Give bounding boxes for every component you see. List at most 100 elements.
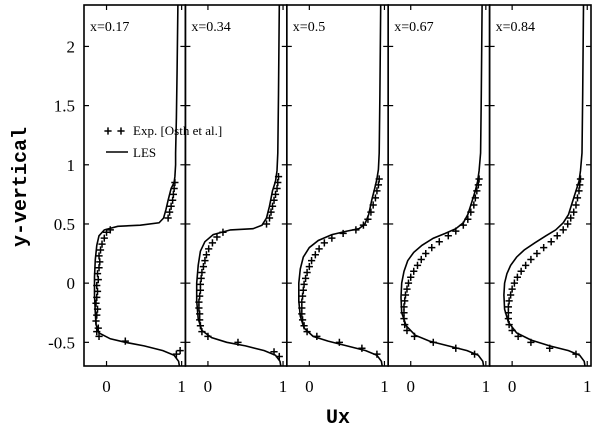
exp-marker <box>164 214 172 222</box>
exp-marker <box>93 281 101 290</box>
exp-marker <box>106 226 114 234</box>
x-tick-label: 0 <box>102 377 111 396</box>
exp-marker <box>505 297 513 305</box>
exp-marker <box>102 228 111 236</box>
panel-frame <box>184 4 288 367</box>
panel-frames <box>83 4 592 367</box>
exp-marker <box>464 215 472 223</box>
x-tick-label: 0 <box>204 377 213 396</box>
exp-marker <box>470 350 479 358</box>
exp-marker <box>564 220 572 228</box>
panel-label: x=0.5 <box>293 20 325 35</box>
exp-marker <box>92 299 100 307</box>
x-tick-label: 1 <box>583 377 592 396</box>
exp-marker <box>473 187 481 195</box>
exp-marker <box>422 249 430 258</box>
exp-marker <box>505 320 513 329</box>
exp-marker <box>270 196 278 204</box>
exp-marker <box>546 344 554 352</box>
les-line <box>400 4 485 367</box>
exp-marker <box>403 285 411 293</box>
exp-marker <box>504 303 512 311</box>
legend: Exp. [Osth et al.] LES <box>104 123 222 160</box>
exp-marker <box>508 326 516 335</box>
exp-marker <box>428 244 436 252</box>
exp-marker <box>533 249 541 258</box>
exp-marker <box>93 287 102 296</box>
exp-marker <box>470 201 478 209</box>
exp-marker <box>96 246 105 254</box>
exp-marker <box>270 348 278 356</box>
exp-marker <box>202 251 211 259</box>
exp-marker <box>196 310 204 318</box>
exp-marker <box>369 201 377 209</box>
exp-marker <box>413 261 422 269</box>
exp-marker <box>375 175 383 183</box>
exp-marker <box>262 220 271 228</box>
x-tick-label: 1 <box>279 377 288 396</box>
exp-marker <box>208 239 217 247</box>
panel-label: x=0.34 <box>191 20 230 35</box>
exp-marker <box>407 273 415 281</box>
x-tick-label: 0 <box>305 377 314 396</box>
y-tick-label: 0 <box>67 274 76 293</box>
exp-marker <box>467 208 475 216</box>
y-axis-title: y-vertical <box>10 127 33 247</box>
exp-marker <box>271 190 280 198</box>
exp-marker <box>517 267 525 275</box>
exp-marker <box>540 244 548 252</box>
les-line <box>195 4 282 367</box>
panel-frame <box>83 4 187 367</box>
les-line <box>298 4 383 367</box>
exp-marker <box>219 228 227 236</box>
exp-marker <box>274 178 282 187</box>
exp-marker <box>403 326 411 335</box>
exp-marker <box>167 202 175 210</box>
exp-marker <box>93 311 101 319</box>
exp-marker <box>320 239 328 247</box>
exp-marker <box>93 293 101 301</box>
exp-marker <box>417 255 425 264</box>
exp-marker <box>198 328 206 336</box>
exp-marker <box>367 208 375 216</box>
exp-marker <box>93 305 102 313</box>
exp-marker <box>169 196 177 204</box>
x-tick-label: 0 <box>508 377 517 396</box>
exp-marker <box>305 262 313 271</box>
exp-marker <box>404 279 413 287</box>
exp-marker <box>410 332 419 341</box>
exp-marker <box>205 245 213 253</box>
exp-marker <box>265 214 274 222</box>
exp-marker <box>96 258 104 266</box>
exp-marker <box>93 328 101 336</box>
exp-marker <box>547 238 555 246</box>
exp-marker <box>459 221 467 229</box>
exp-marker <box>170 184 178 193</box>
exp-marker <box>298 316 307 324</box>
exp-marker <box>373 187 381 195</box>
exp-marker <box>475 175 483 183</box>
data-series <box>92 4 586 367</box>
y-tick-label: 2 <box>67 37 76 56</box>
exp-marker <box>298 298 306 306</box>
exp-marker <box>576 175 585 183</box>
exp-marker <box>527 255 535 264</box>
exp-marker <box>508 285 516 293</box>
exp-marker <box>307 257 316 265</box>
exp-marker <box>573 194 582 202</box>
exp-marker <box>452 344 460 352</box>
exp-marker <box>196 322 205 330</box>
exp-marker <box>298 292 307 300</box>
x-tick-label: 1 <box>482 377 491 396</box>
exp-marker <box>303 328 311 336</box>
exp-marker <box>352 226 360 234</box>
exp-marker <box>100 234 108 242</box>
exp-marker <box>400 303 408 311</box>
panel-label: x=0.84 <box>496 20 535 35</box>
les-line <box>93 4 181 367</box>
exp-marker <box>301 274 310 283</box>
exp-marker <box>315 245 323 253</box>
exp-marker <box>121 337 129 345</box>
exp-marker <box>93 270 102 278</box>
